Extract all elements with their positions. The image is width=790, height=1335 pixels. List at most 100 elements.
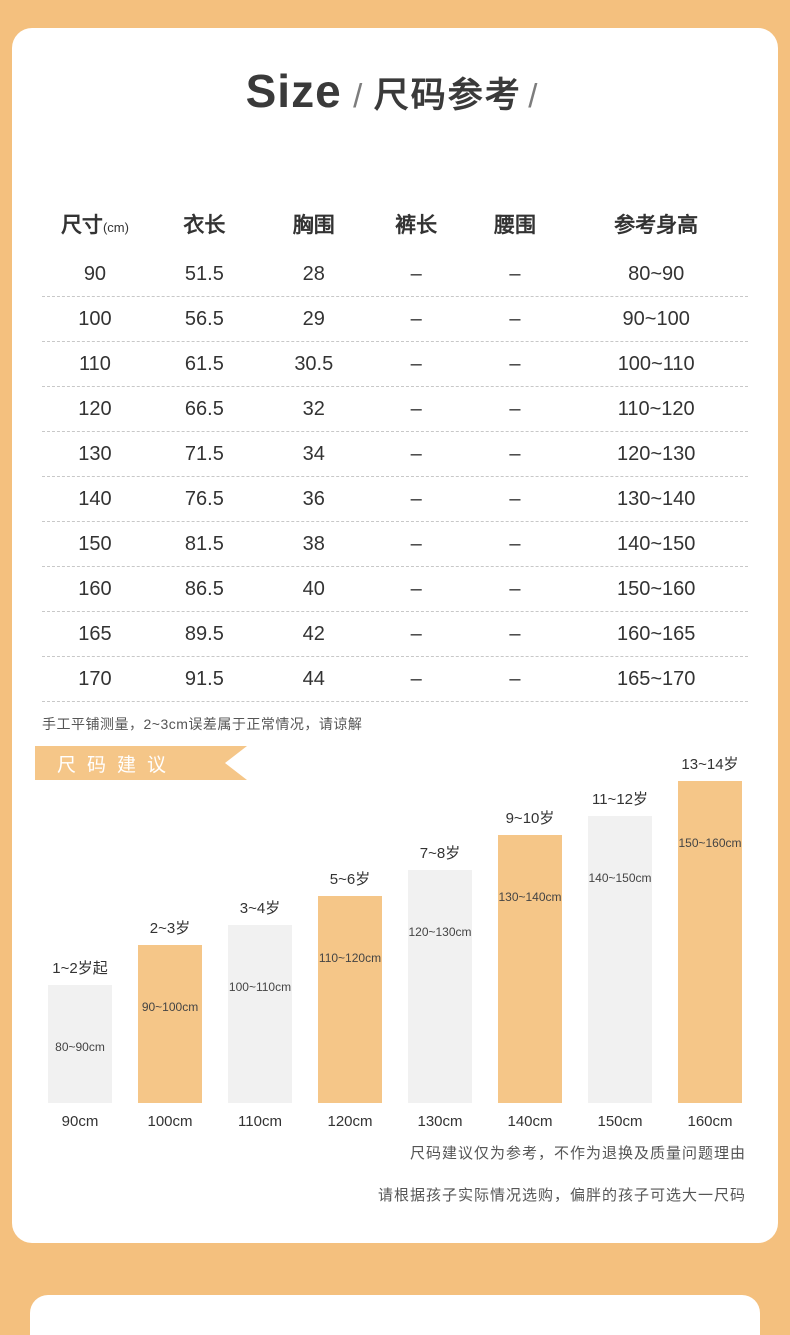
table-cell: 160~165: [616, 622, 696, 645]
title-english: Size: [245, 65, 342, 117]
table-row: 130 71.5 34 – – 120~130: [42, 432, 748, 477]
table-row: 165 89.5 42 – – 160~165: [42, 612, 748, 657]
age-label: 11~12岁: [591, 791, 649, 808]
age-label: 5~6岁: [329, 871, 371, 888]
bar-area: 1~2岁起 80~90cm: [48, 750, 112, 1103]
age-label: 7~8岁: [419, 845, 461, 862]
table-cell: –: [509, 577, 521, 600]
table-cell: –: [509, 442, 521, 465]
table-row: 120 66.5 32 – – 110~120: [42, 387, 748, 432]
table-cell: 120~130: [616, 442, 696, 465]
table-cell: –: [509, 262, 521, 285]
size-reference-card: Size / 尺码参考 / 尺寸(cm) 衣长 胸围 裤长 腰围 参考身高 90 51.5 2…: [12, 28, 778, 1243]
height-range-label: 120~130cm: [408, 925, 472, 939]
table-header-cell: 衣长: [183, 214, 226, 237]
table-cell: 90: [83, 262, 107, 285]
bar-group: 11~12岁 140~150cm 150cm: [577, 750, 663, 1138]
size-category-label: 90cm: [61, 1113, 99, 1130]
table-cell: 29: [302, 307, 325, 330]
table-cell: 36: [302, 487, 325, 510]
table-cell: 130~140: [616, 487, 696, 510]
size-bar: 150~160cm: [678, 781, 742, 1103]
size-bar: 120~130cm: [408, 870, 472, 1103]
table-cell: 80~90: [628, 262, 685, 285]
next-section-card: [30, 1295, 760, 1335]
size-bar: 110~120cm: [318, 896, 382, 1103]
table-cell: –: [410, 532, 422, 555]
bar-area: 11~12岁 140~150cm: [588, 750, 652, 1103]
table-cell: –: [509, 667, 521, 690]
table-cell: 100~110: [617, 352, 695, 375]
height-range-label: 130~140cm: [498, 890, 562, 904]
height-range-label: 80~90cm: [55, 1040, 105, 1054]
table-cell: 140: [78, 487, 112, 510]
table-cell: –: [410, 667, 422, 690]
table-cell: 140~150: [616, 532, 696, 555]
bar-area: 2~3岁 90~100cm: [138, 750, 202, 1103]
table-cell: –: [509, 622, 521, 645]
table-cell: 76.5: [184, 487, 224, 510]
table-cell: 90~100: [622, 307, 690, 330]
table-cell: –: [410, 262, 422, 285]
table-cell: 61.5: [184, 352, 224, 375]
size-table-header: 尺寸(cm) 衣长 胸围 裤长 腰围 参考身高: [42, 196, 748, 252]
table-cell: –: [410, 622, 422, 645]
table-header-cell: 腰围: [493, 214, 536, 237]
table-header-cell: 胸围: [292, 214, 335, 237]
table-cell: 30.5: [294, 352, 334, 375]
size-category-label: 150cm: [597, 1113, 643, 1130]
table-cell: 89.5: [184, 622, 224, 645]
table-cell: –: [509, 352, 521, 375]
table-cell: –: [410, 352, 422, 375]
age-label: 2~3岁: [149, 920, 191, 937]
table-cell: 28: [302, 262, 325, 285]
bar-group: 3~4岁 100~110cm 110cm: [217, 750, 303, 1138]
disclaimer-line-1: 尺码建议仅为参考，不作为退换及质量问题理由: [409, 1145, 746, 1162]
size-suggestion-banner: 尺码建议: [35, 746, 247, 780]
age-label: 9~10岁: [505, 810, 555, 827]
table-cell: 40: [302, 577, 325, 600]
size-bar: 130~140cm: [498, 835, 562, 1103]
size-category-label: 160cm: [687, 1113, 733, 1130]
title-slash-right: /: [528, 77, 538, 114]
table-cell: 165~170: [616, 667, 696, 690]
table-row: 100 56.5 29 – – 90~100: [42, 297, 748, 342]
table-cell: 66.5: [184, 397, 224, 420]
table-cell: –: [509, 532, 521, 555]
table-row: 110 61.5 30.5 – – 100~110: [42, 342, 748, 387]
size-category-label: 120cm: [327, 1113, 373, 1130]
table-cell: 150~160: [616, 577, 696, 600]
size-bar: 80~90cm: [48, 985, 112, 1103]
table-header-cell: 裤长: [395, 214, 438, 237]
height-range-label: 110~120cm: [318, 951, 382, 965]
table-cell: 170: [78, 667, 112, 690]
table-row: 140 76.5 36 – – 130~140: [42, 477, 748, 522]
table-cell: 110~120: [617, 397, 695, 420]
table-cell: 100: [78, 307, 112, 330]
bar-group: 7~8岁 120~130cm 130cm: [397, 750, 483, 1138]
table-cell: 110: [79, 352, 111, 375]
table-cell: 160: [78, 577, 112, 600]
bar-group: 9~10岁 130~140cm 140cm: [487, 750, 573, 1138]
table-cell: 38: [302, 532, 325, 555]
table-header-cell: 尺寸(cm): [60, 214, 129, 237]
height-range-label: 140~150cm: [588, 871, 652, 885]
size-bar: 140~150cm: [588, 816, 652, 1103]
bar-group: 5~6岁 110~120cm 120cm: [307, 750, 393, 1138]
table-cell: –: [509, 487, 521, 510]
table-cell: –: [410, 307, 422, 330]
bar-area: 7~8岁 120~130cm: [408, 750, 472, 1103]
table-cell: 91.5: [184, 667, 224, 690]
measurement-note: 手工平铺测量，2~3cm误差属于正常情况，请谅解: [42, 716, 363, 732]
table-cell: 165: [78, 622, 112, 645]
age-label: 1~2岁起: [52, 960, 108, 977]
bar-group: 13~14岁 150~160cm 160cm: [667, 750, 753, 1138]
table-row: 160 86.5 40 – – 150~160: [42, 567, 748, 612]
disclaimer-line-2: 请根据孩子实际情况选购，偏胖的孩子可选大一尺码: [377, 1187, 746, 1204]
size-suggestion-chart: 1~2岁起 80~90cm 90cm 2~3岁 90~100cm 100cm 3~4岁 100…: [37, 750, 753, 1138]
size-category-label: 100cm: [147, 1113, 193, 1130]
title-slash-left: /: [353, 77, 363, 114]
bar-area: 9~10岁 130~140cm: [498, 750, 562, 1103]
size-suggestion-banner-label: 尺码建议: [57, 754, 178, 776]
bar-area: 5~6岁 110~120cm: [318, 750, 382, 1103]
